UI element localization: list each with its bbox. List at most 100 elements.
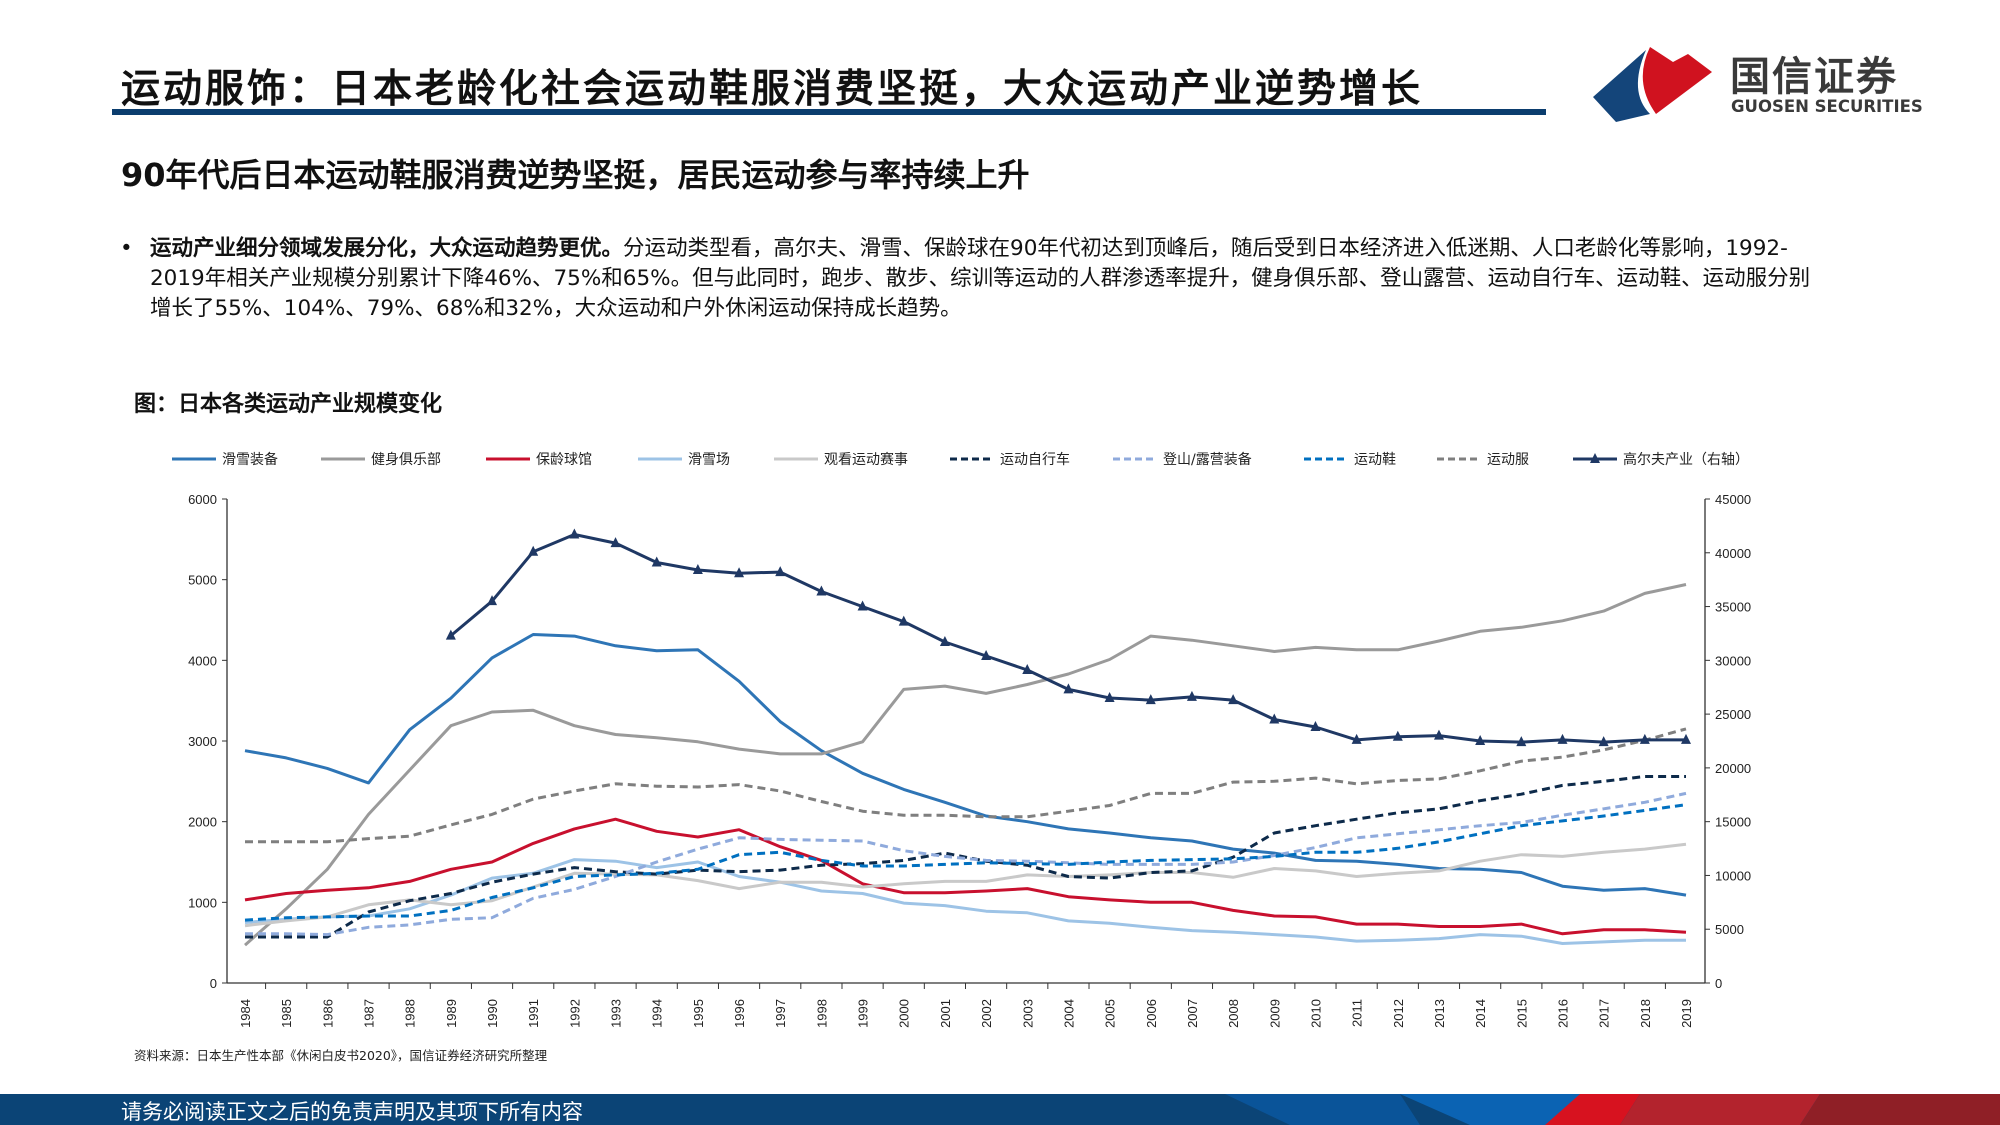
golf-marker xyxy=(734,567,745,578)
x-tick-label: 1986 xyxy=(320,999,335,1028)
series-line-8 xyxy=(245,727,1687,844)
x-tick-label: 1989 xyxy=(444,999,459,1028)
y2-tick-label: 35000 xyxy=(1715,600,1751,615)
x-tick-label: 1988 xyxy=(403,999,418,1028)
title-underline xyxy=(112,109,1546,115)
x-tick-label: 2013 xyxy=(1432,999,1447,1028)
golf-marker xyxy=(981,650,992,661)
x-tick-label: 2001 xyxy=(938,999,953,1028)
y2-tick-label: 5000 xyxy=(1715,922,1744,937)
legend-label: 运动服 xyxy=(1487,452,1529,468)
y-tick-label: 4000 xyxy=(188,653,217,668)
golf-marker xyxy=(1145,694,1156,705)
x-tick-label: 2017 xyxy=(1597,999,1612,1028)
y2-tick-label: 0 xyxy=(1715,976,1722,991)
legend-label: 滑雪场 xyxy=(688,451,730,468)
legend-label: 观看运动赛事 xyxy=(824,452,908,468)
series-line-5 xyxy=(245,775,1686,939)
golf-marker xyxy=(898,615,909,626)
legend-triangle-icon xyxy=(1590,453,1600,463)
y2-tick-label: 20000 xyxy=(1715,761,1751,776)
y2-tick-label: 15000 xyxy=(1715,815,1751,830)
golf-marker xyxy=(528,545,539,556)
x-tick-label: 2018 xyxy=(1638,999,1653,1028)
figure-title: 图：日本各类运动产业规模变化 xyxy=(134,392,443,417)
x-tick-label: 2014 xyxy=(1473,999,1488,1028)
x-tick-label: 2005 xyxy=(1103,999,1118,1028)
series-line-4 xyxy=(244,842,1687,928)
y-tick-label: 2000 xyxy=(188,815,217,830)
x-tick-label: 1987 xyxy=(362,999,377,1028)
legend-label: 运动鞋 xyxy=(1354,452,1396,468)
footer-disclaimer: 请务必阅读正文之后的免责声明及其项下所有内容 xyxy=(121,1100,583,1124)
series-line-3 xyxy=(244,858,1686,945)
x-tick-label: 2007 xyxy=(1185,999,1200,1028)
source-note: 资料来源：日本生产性本部《休闲白皮书2020》，国信证券经济研究所整理 xyxy=(134,1048,548,1063)
legend-label: 高尔夫产业（右轴） xyxy=(1623,451,1749,468)
logo-chinese-name: 国信证券 xyxy=(1730,54,1898,100)
x-tick-label: 1985 xyxy=(279,999,294,1028)
x-tick-label: 2002 xyxy=(979,999,994,1028)
section-subtitle: 90年代后日本运动鞋服消费逆势坚挺，居民运动参与率持续上升 xyxy=(121,156,1030,194)
y-tick-label: 3000 xyxy=(188,734,217,749)
bullet-dot: • xyxy=(120,236,133,261)
x-tick-label: 1994 xyxy=(650,999,665,1028)
x-tick-label: 2003 xyxy=(1020,999,1035,1028)
x-tick-label: 1992 xyxy=(567,999,582,1028)
series-line-6 xyxy=(245,791,1687,937)
golf-marker xyxy=(1475,735,1486,745)
golf-marker xyxy=(1063,683,1074,694)
golf-marker xyxy=(487,595,498,606)
legend-label: 保龄球馆 xyxy=(536,452,592,468)
x-tick-label: 1993 xyxy=(609,999,624,1028)
golf-marker xyxy=(1392,730,1403,741)
golf-marker xyxy=(569,528,580,539)
y2-tick-label: 40000 xyxy=(1715,546,1751,561)
golf-marker xyxy=(1104,691,1115,702)
x-tick-label: 1984 xyxy=(238,999,253,1028)
line-chart: 0 1000 2000 3000 4000 5000 6000 0 5000 10000 15000… xyxy=(172,451,1751,1028)
bullet-lead: 运动产业细分领域发展分化，大众运动趋势更优。 xyxy=(150,236,624,261)
golf-marker xyxy=(1351,733,1362,744)
golf-marker xyxy=(1557,733,1568,744)
bullet-body: 分运动类型看，高尔夫、滑雪、保龄球在90年代初达到顶峰后，随后受到日本经济进入低… xyxy=(150,236,1811,321)
x-tick-label: 2012 xyxy=(1391,999,1406,1028)
legend-label: 运动自行车 xyxy=(1000,451,1070,468)
x-tick-label: 1996 xyxy=(732,999,747,1028)
bullet-paragraph: • 运动产业细分领域发展分化，大众运动趋势更优。分运动类型看，高尔夫、滑雪、保龄… xyxy=(120,234,1830,324)
y-tick-label: 5000 xyxy=(188,573,217,588)
y2-tick-label: 45000 xyxy=(1715,492,1751,507)
x-tick-label: 1998 xyxy=(814,999,829,1028)
y-tick-label: 0 xyxy=(210,976,217,991)
y2-tick-label: 30000 xyxy=(1715,653,1751,668)
legend-label: 健身俱乐部 xyxy=(371,452,441,468)
x-tick-label: 2011 xyxy=(1350,999,1365,1027)
golf-marker xyxy=(816,585,827,596)
y-tick-label: 6000 xyxy=(188,492,217,507)
golf-marker xyxy=(1681,733,1691,744)
legend-label: 登山/露营装备 xyxy=(1163,451,1252,468)
footer-stripes xyxy=(1225,1094,2000,1125)
x-tick-label: 2015 xyxy=(1514,999,1529,1028)
page-title: 运动服饰：日本老龄化社会运动鞋服消费坚挺，大众运动产业逆势增长 xyxy=(121,67,1424,112)
series-line-9 xyxy=(449,533,1686,744)
series-line-2 xyxy=(244,817,1687,936)
x-tick-label: 2008 xyxy=(1226,999,1241,1028)
golf-marker xyxy=(939,636,950,647)
series-line-7 xyxy=(244,803,1687,922)
x-tick-label: 2009 xyxy=(1267,999,1282,1028)
guosen-logo-icon xyxy=(1593,47,1712,122)
golf-marker xyxy=(857,600,868,611)
x-tick-label: 1991 xyxy=(526,999,541,1028)
golf-marker xyxy=(651,556,662,567)
golf-marker xyxy=(1269,713,1280,724)
golf-marker xyxy=(1598,736,1609,747)
logo-english-name: GUOSEN SECURITIES xyxy=(1731,97,1923,116)
golf-marker xyxy=(1022,664,1033,675)
x-tick-label: 2016 xyxy=(1555,999,1570,1028)
golf-marker xyxy=(1433,729,1444,740)
golf-marker xyxy=(1516,736,1527,747)
golf-marker xyxy=(775,566,786,577)
golf-marker xyxy=(610,537,621,548)
x-tick-label: 2019 xyxy=(1679,999,1694,1028)
